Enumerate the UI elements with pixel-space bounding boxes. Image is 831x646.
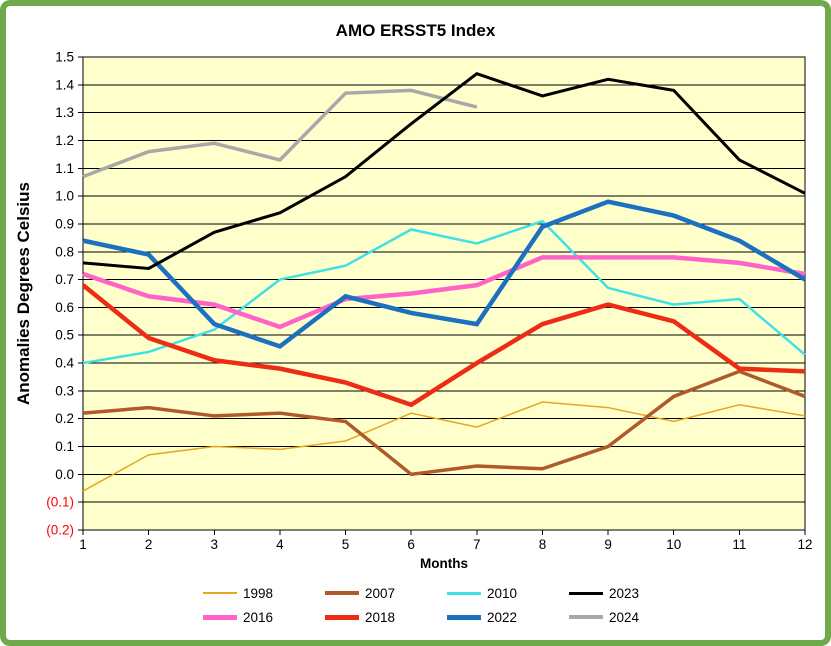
- series-line-2024: [82, 88, 478, 179]
- x-axis-title: Months: [420, 556, 468, 571]
- series-line-2023: [82, 72, 806, 270]
- plot-border: [82, 56, 806, 531]
- legend-item-label: 2016: [243, 609, 274, 625]
- y-tick-label: 1.5: [55, 50, 74, 65]
- legend-swatch: [203, 592, 237, 594]
- y-tick-label: 1.4: [55, 77, 74, 92]
- y-tick-label: 0.4: [55, 356, 74, 371]
- legend-swatch: [203, 614, 237, 620]
- plot-area: [83, 57, 805, 530]
- y-tick-label: 0.0: [55, 467, 74, 482]
- y-tick-label: 1.1: [55, 161, 74, 176]
- x-tick-label: 6: [407, 537, 415, 552]
- y-tick-label: 0.3: [55, 383, 74, 398]
- x-tick-label: 2: [145, 537, 153, 552]
- legend-item-label: 2010: [487, 585, 518, 601]
- x-tick-label: 1: [79, 537, 87, 552]
- series-line-2007: [82, 369, 806, 477]
- y-tick-label: 0.5: [55, 328, 74, 343]
- legend-item-2016: 2016: [203, 605, 325, 629]
- x-tick-label: 7: [473, 537, 481, 552]
- legend-item-label: 2018: [365, 609, 396, 625]
- y-tick-label: 0.8: [55, 244, 74, 259]
- y-tick-label: 0.6: [55, 300, 74, 315]
- series-line-2018: [81, 283, 806, 408]
- legend-item-2007: 2007: [325, 581, 447, 605]
- legend-swatch: [569, 591, 603, 595]
- legend-item-label: 1998: [243, 585, 274, 601]
- y-tick-label: 1.0: [55, 189, 74, 204]
- x-tick-label: 9: [604, 537, 612, 552]
- legend-item-2024: 2024: [569, 605, 691, 629]
- series-line-2010: [82, 219, 806, 365]
- legend-item-2018: 2018: [325, 605, 447, 629]
- y-tick-label: (0.2): [46, 523, 74, 538]
- y-tick-label: (0.1): [46, 495, 74, 510]
- series-line-1998: [82, 401, 806, 492]
- y-tick-label: 0.7: [55, 272, 74, 287]
- x-tick-label: 10: [666, 537, 681, 552]
- y-tick-label: 0.2: [55, 411, 74, 426]
- y-tick-label: 1.2: [55, 133, 74, 148]
- legend-item-2023: 2023: [569, 581, 691, 605]
- series-line-2016: [82, 255, 806, 330]
- y-tick-label: 0.1: [55, 439, 74, 454]
- legend-item-label: 2007: [365, 585, 396, 601]
- x-tick-label: 5: [342, 537, 350, 552]
- y-tick-label: 0.9: [55, 216, 74, 231]
- legend-swatch: [325, 614, 359, 620]
- series-line-2022: [82, 199, 807, 349]
- x-tick-label: 8: [539, 537, 547, 552]
- x-tick-label: 3: [211, 537, 219, 552]
- legend-swatch: [447, 614, 481, 620]
- legend-swatch: [325, 591, 359, 595]
- legend-swatch: [569, 615, 603, 619]
- legend-item-2010: 2010: [447, 581, 569, 605]
- legend-item-label: 2024: [609, 609, 640, 625]
- legend-item-label: 2023: [609, 585, 640, 601]
- legend-swatch: [447, 591, 481, 595]
- chart-title: AMO ERSST5 Index: [335, 21, 496, 40]
- legend-item-2022: 2022: [447, 605, 569, 629]
- x-tick-label: 11: [732, 537, 746, 552]
- legend-item-1998: 1998: [203, 581, 325, 605]
- x-tick-label: 12: [797, 537, 812, 552]
- legend: 1998 2007 2010 2023 2016 2018 2022 2024: [203, 581, 691, 629]
- x-tick-label: 4: [276, 537, 284, 552]
- legend-item-label: 2022: [487, 609, 518, 625]
- y-tick-label: 1.3: [55, 105, 74, 120]
